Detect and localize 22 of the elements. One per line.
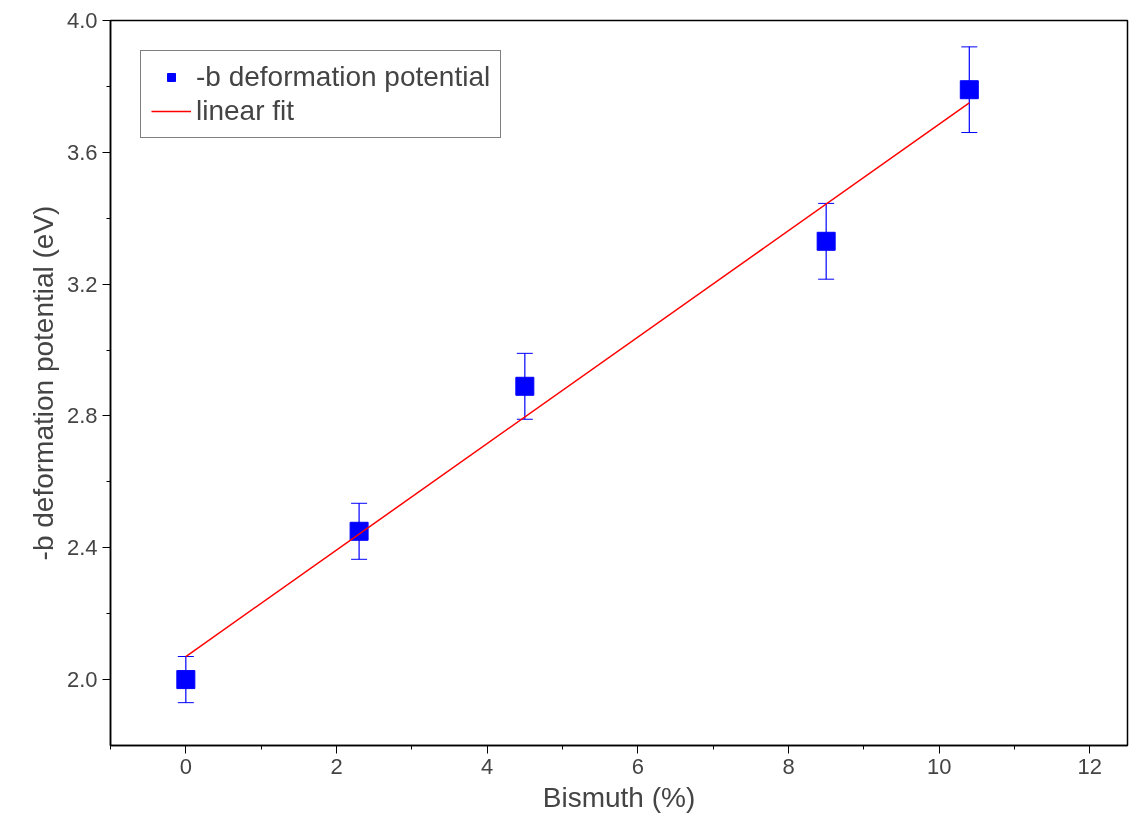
y-axis-title: -b deformation potential (eV) bbox=[27, 205, 59, 561]
y-tick-label: 2.0 bbox=[66, 667, 98, 693]
x-axis-title: Bismuth (%) bbox=[542, 781, 696, 813]
point bbox=[349, 521, 369, 541]
x-tick-label: 4 bbox=[481, 753, 494, 779]
y-tick-label: 4.0 bbox=[66, 8, 98, 33]
point bbox=[176, 670, 196, 690]
y-tick-label: 3.6 bbox=[66, 139, 98, 165]
y-tick-label: 3.2 bbox=[66, 271, 98, 297]
x-tick-label: 10 bbox=[926, 753, 952, 779]
x-tick-label: 6 bbox=[631, 753, 644, 779]
point bbox=[816, 231, 836, 251]
x-tick-label: 2 bbox=[330, 753, 343, 779]
x-tick-label: 12 bbox=[1077, 753, 1103, 779]
point bbox=[959, 80, 979, 100]
y-tick-label: 2.8 bbox=[66, 403, 98, 429]
x-tick-label: 0 bbox=[179, 753, 192, 779]
y-tick-label: 2.4 bbox=[66, 535, 98, 561]
point bbox=[515, 376, 535, 396]
legend-label: linear fit bbox=[196, 95, 295, 127]
legend-label: -b deformation potential bbox=[196, 61, 491, 93]
x-tick-label: 8 bbox=[782, 753, 795, 779]
